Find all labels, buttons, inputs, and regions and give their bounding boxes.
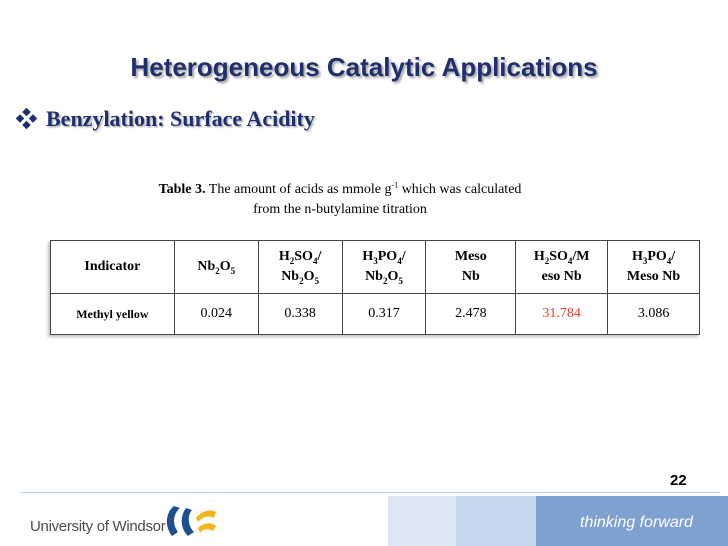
caption-line-1: Table 3. The amount of acids as mmole g-… <box>60 180 620 200</box>
table-row: Methyl yellow 0.024 0.338 0.317 2.478 31… <box>50 293 700 335</box>
cell-nb2o5: 0.024 <box>173 293 259 335</box>
header-indicator: Indicator <box>50 240 175 294</box>
header-nb2o5: Nb2O5 <box>173 240 259 294</box>
header-meso-nb: Meso Nb <box>425 240 517 294</box>
header-h3po4-meso-nb: H3PO4/ Meso Nb <box>607 240 700 294</box>
caption-label: Table 3. <box>158 182 206 197</box>
cell-h3po4-nb2o5: 0.317 <box>341 293 427 335</box>
cell-h2so4-nb2o5: 0.338 <box>257 293 343 335</box>
table-header-row: Indicator Nb2O5 H2SO4/ Nb2O5 H3PO4/ Nb2O… <box>50 240 700 294</box>
cell-h2so4-meso-nb: 31.784 <box>515 293 609 335</box>
footer-divider <box>20 492 720 493</box>
cell-indicator: Methyl yellow <box>50 293 175 335</box>
header-h3po4-nb2o5: H3PO4/ Nb2O5 <box>341 240 427 294</box>
acidity-table: Indicator Nb2O5 H2SO4/ Nb2O5 H3PO4/ Nb2O… <box>50 240 700 335</box>
bullet-point: Benzylation: Surface Acidity <box>16 106 315 132</box>
caption-text: The amount of acids as mmole g <box>208 182 392 197</box>
header-h2so4-meso-nb: H2SO4/M eso Nb <box>515 240 609 294</box>
caption-text-end: which was calculated <box>398 182 522 197</box>
cell-meso-nb: 2.478 <box>425 293 517 335</box>
footer-band-light <box>388 496 456 546</box>
table-caption: Table 3. The amount of acids as mmole g-… <box>60 180 620 220</box>
page-number: 22 <box>670 472 687 489</box>
university-name: University of Windsor <box>30 518 166 535</box>
cell-h3po4-meso-nb: 3.086 <box>607 293 700 335</box>
diamond-bullet-icon <box>16 108 38 130</box>
caption-line-2: from the n-butylamine titration <box>253 202 427 217</box>
bullet-text: Benzylation: Surface Acidity <box>46 106 315 131</box>
footer-tagline: thinking forward <box>580 514 693 531</box>
footer-band-dark <box>536 496 728 546</box>
header-h2so4-nb2o5: H2SO4/ Nb2O5 <box>257 240 343 294</box>
slide-title: Heterogeneous Catalytic Applications <box>130 52 598 82</box>
university-logo-icon <box>166 506 216 536</box>
caption-superscript: -1 <box>391 180 399 190</box>
footer-band-mid <box>456 496 536 546</box>
